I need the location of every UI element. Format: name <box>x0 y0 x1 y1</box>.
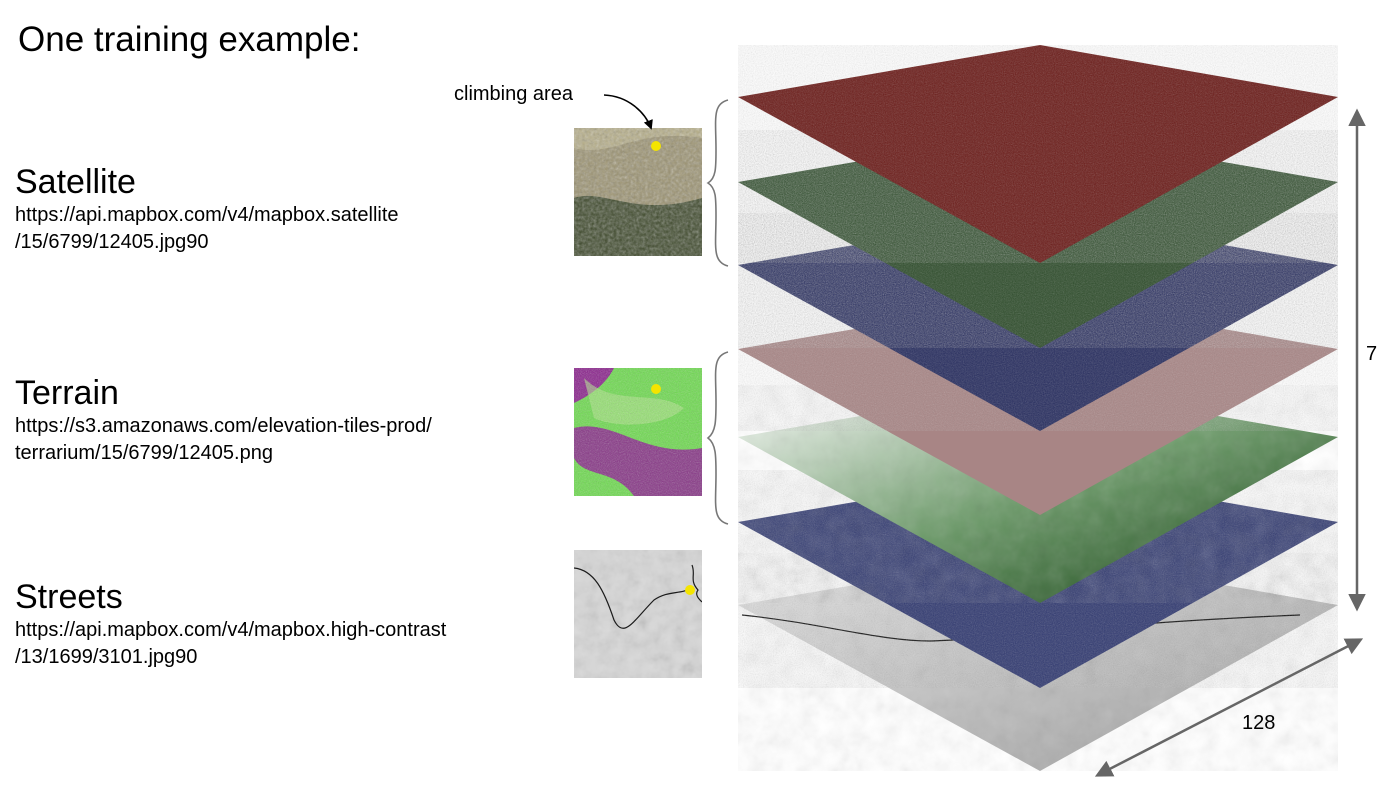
satellite-brace <box>706 99 729 267</box>
satellite-thumbnail <box>574 128 702 256</box>
climbing-area-marker <box>685 585 695 595</box>
terrain-brace <box>706 351 729 525</box>
width-arrow <box>1094 638 1364 777</box>
road-line <box>741 614 1301 642</box>
source-url-line1: https://s3.amazonaws.com/elevation-tiles… <box>15 415 432 437</box>
streets-thumbnail <box>574 550 702 678</box>
satellite-source: Satellite https://api.mapbox.com/v4/mapb… <box>15 163 399 256</box>
source-url-line2: /13/1699/3101.jpg90 <box>15 646 198 668</box>
climbing-area-marker <box>651 384 661 394</box>
callout-arrow <box>603 94 653 130</box>
terrain-thumbnail <box>574 368 702 496</box>
width-label: 128 <box>1242 712 1276 734</box>
source-name: Satellite <box>15 163 136 201</box>
source-url-line1: https://api.mapbox.com/v4/mapbox.satelli… <box>15 204 399 226</box>
source-url-line1: https://api.mapbox.com/v4/mapbox.high-co… <box>15 619 447 641</box>
terrain-source: Terrain https://s3.amazonaws.com/elevati… <box>15 374 432 467</box>
source-name: Terrain <box>15 374 119 412</box>
source-url-line2: terrarium/15/6799/12405.png <box>15 442 273 464</box>
layers <box>738 45 1338 771</box>
satellite-red-channel-texture <box>738 45 1338 263</box>
climbing-area-label: climbing area <box>454 83 573 105</box>
source-url-line2: /15/6799/12405.jpg90 <box>15 231 209 253</box>
streets-source: Streets https://api.mapbox.com/v4/mapbox… <box>15 578 446 671</box>
climbing-area-marker <box>651 141 661 151</box>
satellite-red-channel <box>738 45 1338 263</box>
depth-label: 7 <box>1366 343 1378 365</box>
source-name: Streets <box>15 578 123 616</box>
page-title: One training example: <box>18 20 361 59</box>
